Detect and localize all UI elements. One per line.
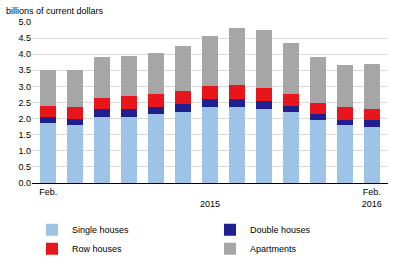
svg-text:4.0: 4.0	[18, 49, 31, 59]
svg-text:5.0: 5.0	[18, 17, 31, 27]
svg-text:3.5: 3.5	[18, 65, 31, 75]
svg-text:Row houses: Row houses	[72, 244, 122, 254]
svg-text:2015: 2015	[200, 199, 220, 209]
svg-text:Feb.2016: Feb.2016	[362, 187, 382, 209]
svg-text:billions of current dollars: billions of current dollars	[6, 6, 104, 16]
svg-text:1.0: 1.0	[18, 146, 31, 156]
svg-text:0.5: 0.5	[18, 162, 31, 172]
svg-text:2.0: 2.0	[18, 114, 31, 124]
svg-text:0.0: 0.0	[18, 178, 31, 188]
svg-text:Double houses: Double houses	[250, 225, 311, 235]
svg-text:4.5: 4.5	[18, 33, 31, 43]
svg-text:3.0: 3.0	[18, 82, 31, 92]
svg-text:2.5: 2.5	[18, 98, 31, 108]
svg-text:Single houses: Single houses	[72, 225, 129, 235]
svg-text:Apartments: Apartments	[250, 244, 297, 254]
svg-text:Feb.: Feb.	[39, 187, 57, 197]
svg-text:1.5: 1.5	[18, 130, 31, 140]
